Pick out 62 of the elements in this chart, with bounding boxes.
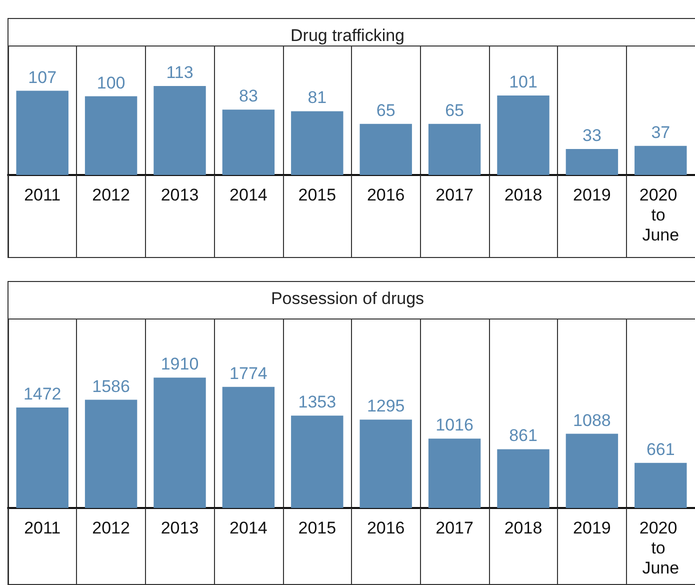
data-label: 65	[445, 100, 464, 120]
x-tick-label: 2016	[366, 518, 405, 538]
bar	[497, 449, 550, 508]
bar	[84, 96, 138, 175]
data-label: 65	[376, 100, 396, 120]
bar	[566, 149, 618, 175]
bar	[360, 420, 412, 508]
data-label: 1088	[573, 410, 611, 430]
x-tick-label: 2018	[504, 518, 542, 538]
x-tick-label: 2014	[230, 186, 268, 204]
x-tick-label: 2017	[436, 518, 474, 538]
data-label: 100	[96, 73, 126, 92]
x-tick-label: 2012	[92, 518, 130, 538]
bar	[16, 408, 68, 508]
x-tick-label: 2020 to June	[639, 186, 682, 244]
data-label: 113	[166, 63, 194, 82]
data-label: 1295	[366, 396, 405, 416]
bar	[566, 434, 618, 508]
x-tick-label: 2019	[573, 518, 611, 538]
bar	[154, 378, 206, 508]
bar	[291, 416, 344, 508]
bar	[360, 124, 412, 175]
data-label: 81	[308, 88, 327, 108]
data-label: 33	[582, 126, 602, 146]
bar	[428, 124, 481, 175]
bar	[291, 111, 344, 175]
x-tick-label: 2015	[298, 186, 336, 204]
bar	[16, 90, 68, 175]
bar	[84, 400, 138, 508]
x-tick-label: 2020 to June	[639, 518, 682, 578]
bar	[634, 462, 687, 508]
x-tick-label: 2014	[230, 518, 268, 538]
chart-title: Possession of drugs	[270, 289, 424, 308]
x-tick-label: 2015	[298, 518, 336, 538]
data-label: 661	[646, 440, 675, 459]
data-label: 1774	[230, 364, 268, 383]
x-tick-label: 2011	[24, 186, 61, 204]
bar	[222, 110, 275, 175]
bar	[222, 386, 275, 508]
x-tick-label: 2013	[160, 518, 199, 538]
bar	[634, 146, 687, 175]
x-tick-label: 2012	[92, 186, 130, 204]
bar	[428, 438, 481, 508]
data-label: 861	[509, 426, 538, 446]
data-label: 1910	[160, 354, 199, 374]
data-label: 101	[509, 72, 538, 92]
data-label: 1586	[92, 376, 130, 396]
data-label: 37	[651, 122, 670, 142]
x-tick-label: 2018	[504, 186, 542, 204]
data-label: 1472	[23, 384, 62, 404]
x-tick-label: 2013	[160, 186, 199, 204]
x-tick-label: 2017	[436, 186, 474, 204]
data-label: 83	[238, 86, 258, 106]
bar	[497, 95, 550, 175]
data-label: 1016	[436, 416, 474, 435]
x-tick-label: 2016	[366, 186, 405, 204]
x-tick-label: 2019	[573, 186, 611, 204]
data-label: 107	[28, 68, 57, 87]
data-label: 1353	[298, 392, 336, 412]
chart-title: Drug trafficking	[290, 26, 405, 45]
bar	[154, 86, 206, 175]
x-tick-label: 2011	[24, 518, 61, 538]
